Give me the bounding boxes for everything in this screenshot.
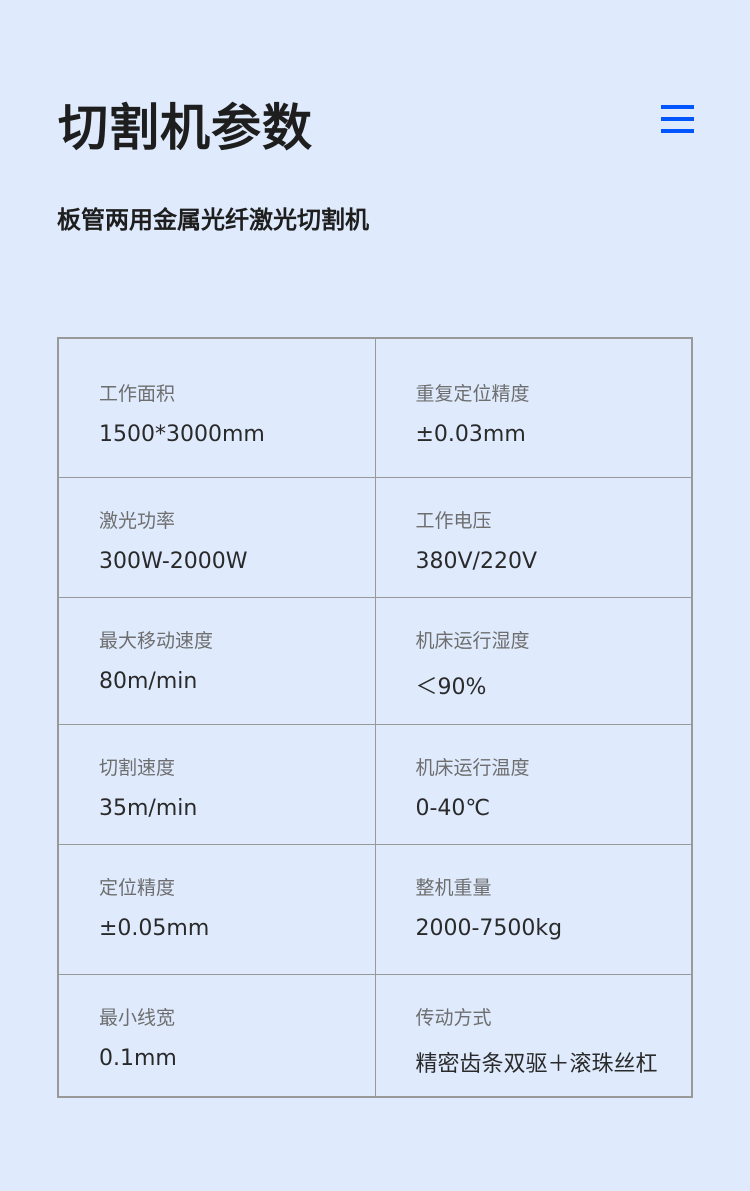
spec-cell: 定位精度 ±0.05mm <box>57 843 376 975</box>
spec-row: 最小线宽 0.1mm 传动方式精密齿条双驱＋滚珠丝杠 <box>57 973 693 1098</box>
spec-label: 最大移动速度 <box>99 629 214 652</box>
spec-label: 传动方式 <box>415 1006 492 1029</box>
spec-value: ±0.05mm <box>99 915 210 941</box>
spec-cell: 激光功率 300W-2000W <box>57 476 376 598</box>
spec-label: 最小线宽 <box>99 1006 176 1029</box>
spec-value: 380V/220V <box>415 548 538 574</box>
spec-value: ±0.03mm <box>415 422 526 447</box>
spec-value: 精密齿条双驱＋滚珠丝杠 <box>415 1051 658 1077</box>
spec-label: 机床运行温度 <box>415 756 530 779</box>
spec-row: 切割速度 35m/min 机床运行温度 0-40℃ <box>57 723 693 845</box>
spec-cell: 机床运行湿度 ＜90% <box>374 596 693 725</box>
spec-label: 工作电压 <box>415 509 492 532</box>
spec-value: 0-40℃ <box>415 795 491 821</box>
spec-row: 激光功率 300W-2000W 工作电压 380V/220V <box>57 476 693 598</box>
spec-cell: 重复定位精度 ±0.03mm <box>374 337 693 478</box>
spec-cell: 工作面积 1500*3000mm <box>57 337 376 478</box>
spec-cell: 切割速度 35m/min <box>57 723 376 845</box>
spec-value: ＜90% <box>415 674 487 700</box>
hamburger-menu-icon[interactable] <box>661 105 694 135</box>
spec-value: 2000-7500kg <box>415 915 563 941</box>
menu-bar <box>661 105 694 109</box>
spec-row: 定位精度 ±0.05mm 整机重量 2000-7500kg <box>57 843 693 975</box>
spec-label: 整机重量 <box>415 876 492 899</box>
spec-value: 0.1mm <box>99 1045 177 1071</box>
spec-cell: 机床运行温度 0-40℃ <box>374 723 693 845</box>
spec-cell: 最大移动速度 80m/min <box>57 596 376 725</box>
menu-bar <box>661 117 694 121</box>
spec-label: 激光功率 <box>99 509 176 532</box>
spec-cell: 工作电压 380V/220V <box>374 476 693 598</box>
menu-bar <box>661 129 694 133</box>
spec-value: 300W-2000W <box>99 548 248 574</box>
spec-cell: 整机重量 2000-7500kg <box>374 843 693 975</box>
spec-value: 35m/min <box>99 795 198 821</box>
spec-label: 重复定位精度 <box>415 383 530 405</box>
spec-value: 1500*3000mm <box>99 422 265 447</box>
spec-cell: 传动方式精密齿条双驱＋滚珠丝杠 <box>374 973 693 1098</box>
spec-row: 工作面积 1500*3000mm 重复定位精度 ±0.03mm <box>57 337 693 478</box>
spec-table: 工作面积 1500*3000mm 重复定位精度 ±0.03mm 激光功率 300W-200… <box>57 337 693 1098</box>
spec-value: 80m/min <box>99 668 198 694</box>
spec-label: 工作面积 <box>99 383 176 405</box>
spec-label: 切割速度 <box>99 756 176 779</box>
spec-row: 最大移动速度 80m/min 机床运行湿度 ＜90% <box>57 596 693 725</box>
spec-cell: 最小线宽 0.1mm <box>57 973 376 1098</box>
spec-label: 机床运行湿度 <box>415 629 530 652</box>
spec-label: 定位精度 <box>99 876 176 899</box>
page-subtitle: 板管两用金属光纤激光切割机 <box>57 206 369 234</box>
page-title: 切割机参数 <box>58 99 313 157</box>
